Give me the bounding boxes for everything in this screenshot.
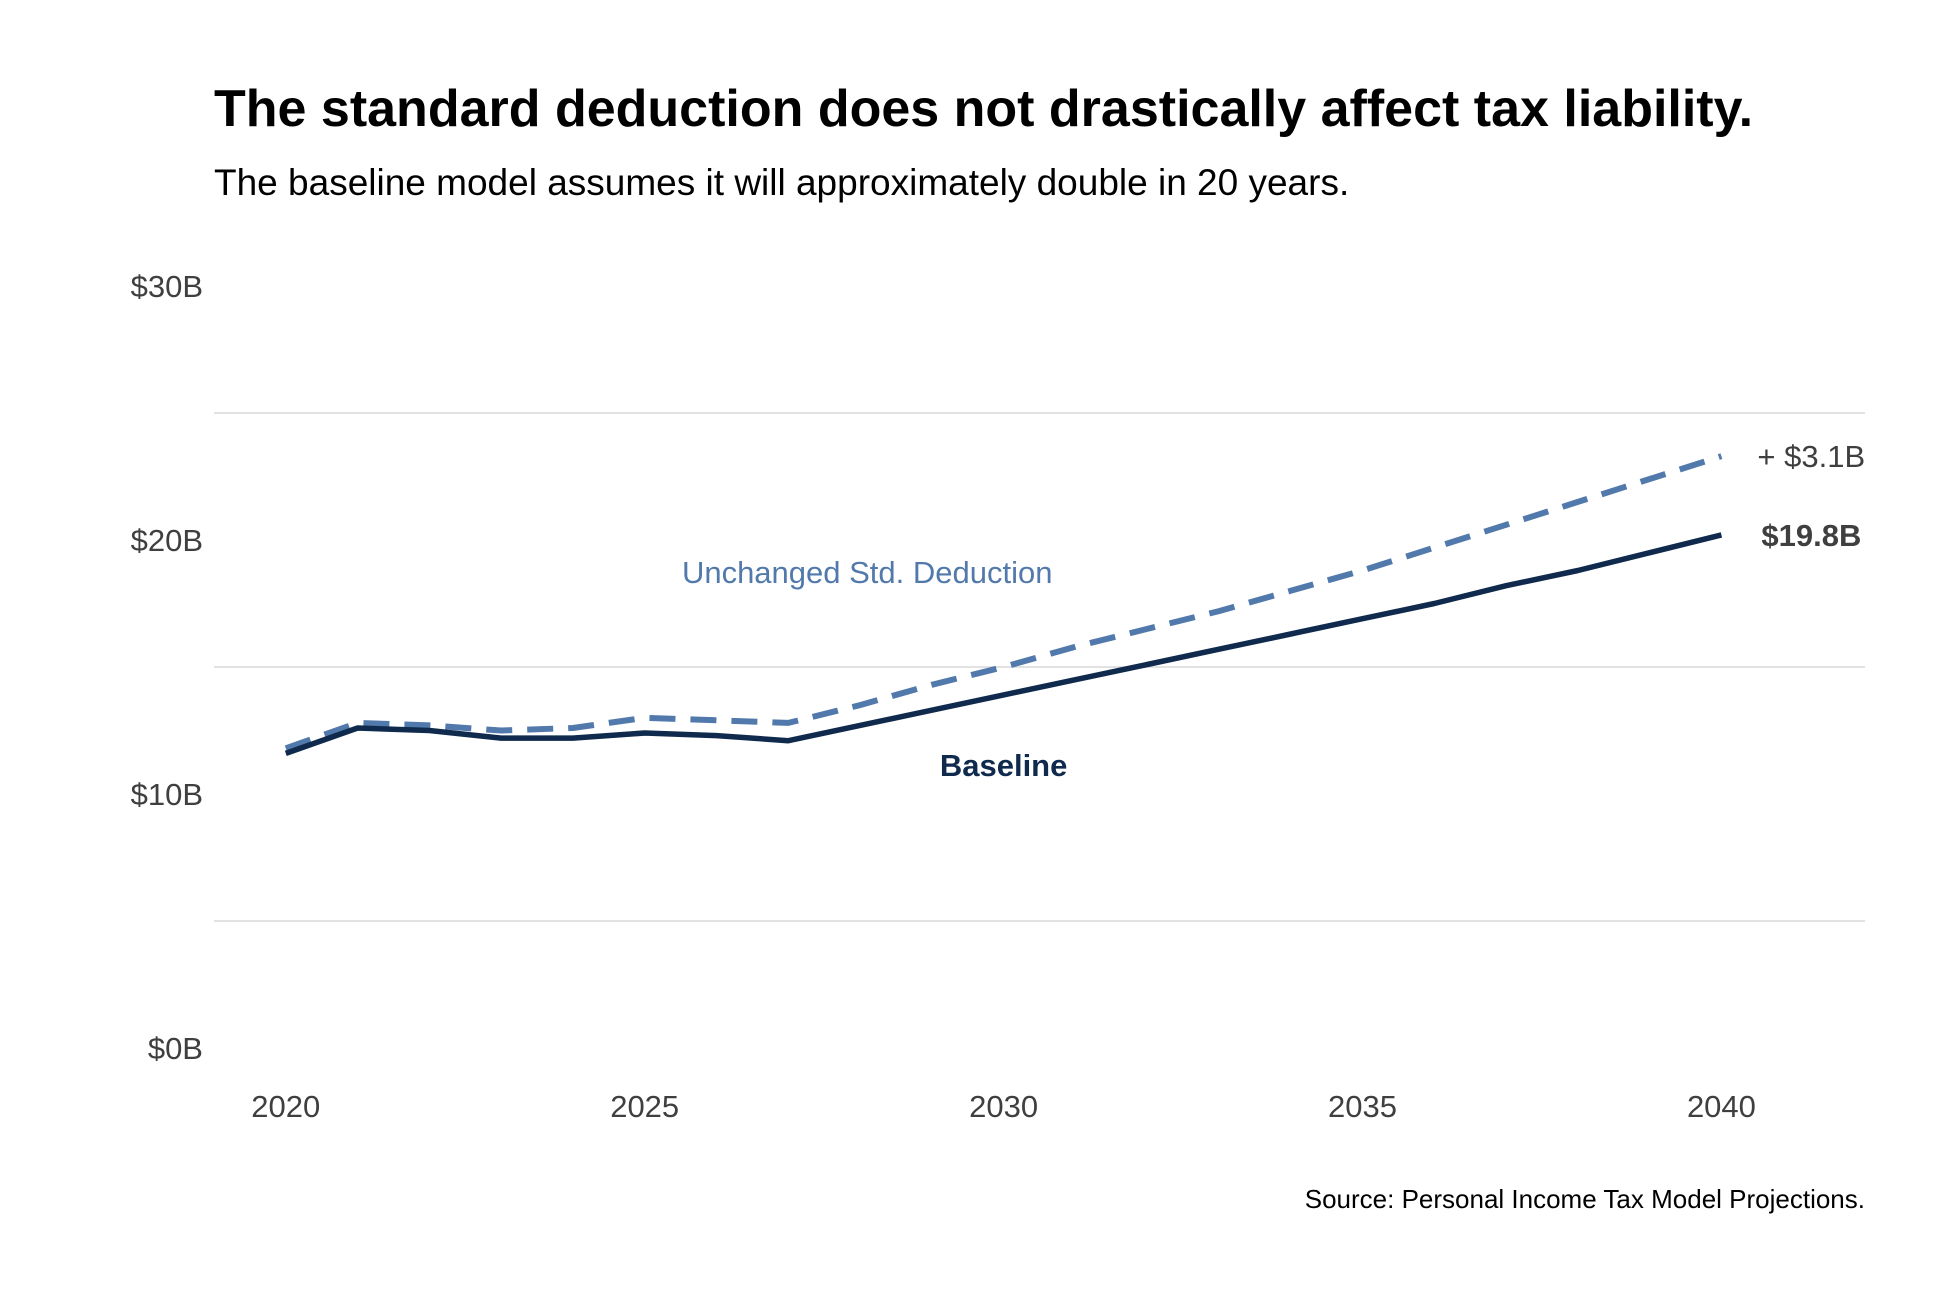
series-label-unchanged-std-deduction: Unchanged Std. Deduction <box>682 555 1053 590</box>
x-tick-label: 2040 <box>1687 1089 1756 1124</box>
data-series <box>284 453 1723 756</box>
y-tick-label: $20B <box>131 523 203 558</box>
x-tick-label: 2030 <box>969 1089 1038 1124</box>
gridlines <box>214 412 1865 922</box>
source-note: Source: Personal Income Tax Model Projec… <box>1305 1184 1865 1214</box>
y-tick-label: $30B <box>131 269 203 304</box>
y-tick-label: $0B <box>148 1031 203 1066</box>
series-line-baseline <box>284 532 1723 756</box>
y-tick-label: $10B <box>131 777 203 812</box>
x-tick-label: 2020 <box>251 1089 320 1124</box>
chart-title: The standard deduction does not drastica… <box>214 80 1753 138</box>
x-tick-label: 2025 <box>610 1089 679 1124</box>
end-label-baseline: $19.8B <box>1761 518 1861 553</box>
series-label-baseline: Baseline <box>940 748 1068 783</box>
x-tick-label: 2035 <box>1328 1089 1397 1124</box>
series-line-unchanged-std-deduction <box>284 453 1723 752</box>
x-axis-tick-labels: 2020 2025 2030 2035 2040 <box>251 1089 1756 1124</box>
end-label-unchanged-std-deduction: + $3.1B <box>1757 439 1865 474</box>
chart-subtitle: The baseline model assumes it will appro… <box>214 162 1349 203</box>
series-labels: Unchanged Std. Deduction Baseline + $3.1… <box>682 439 1865 783</box>
y-axis-tick-labels: $0B $10B $20B $30B <box>131 269 203 1066</box>
